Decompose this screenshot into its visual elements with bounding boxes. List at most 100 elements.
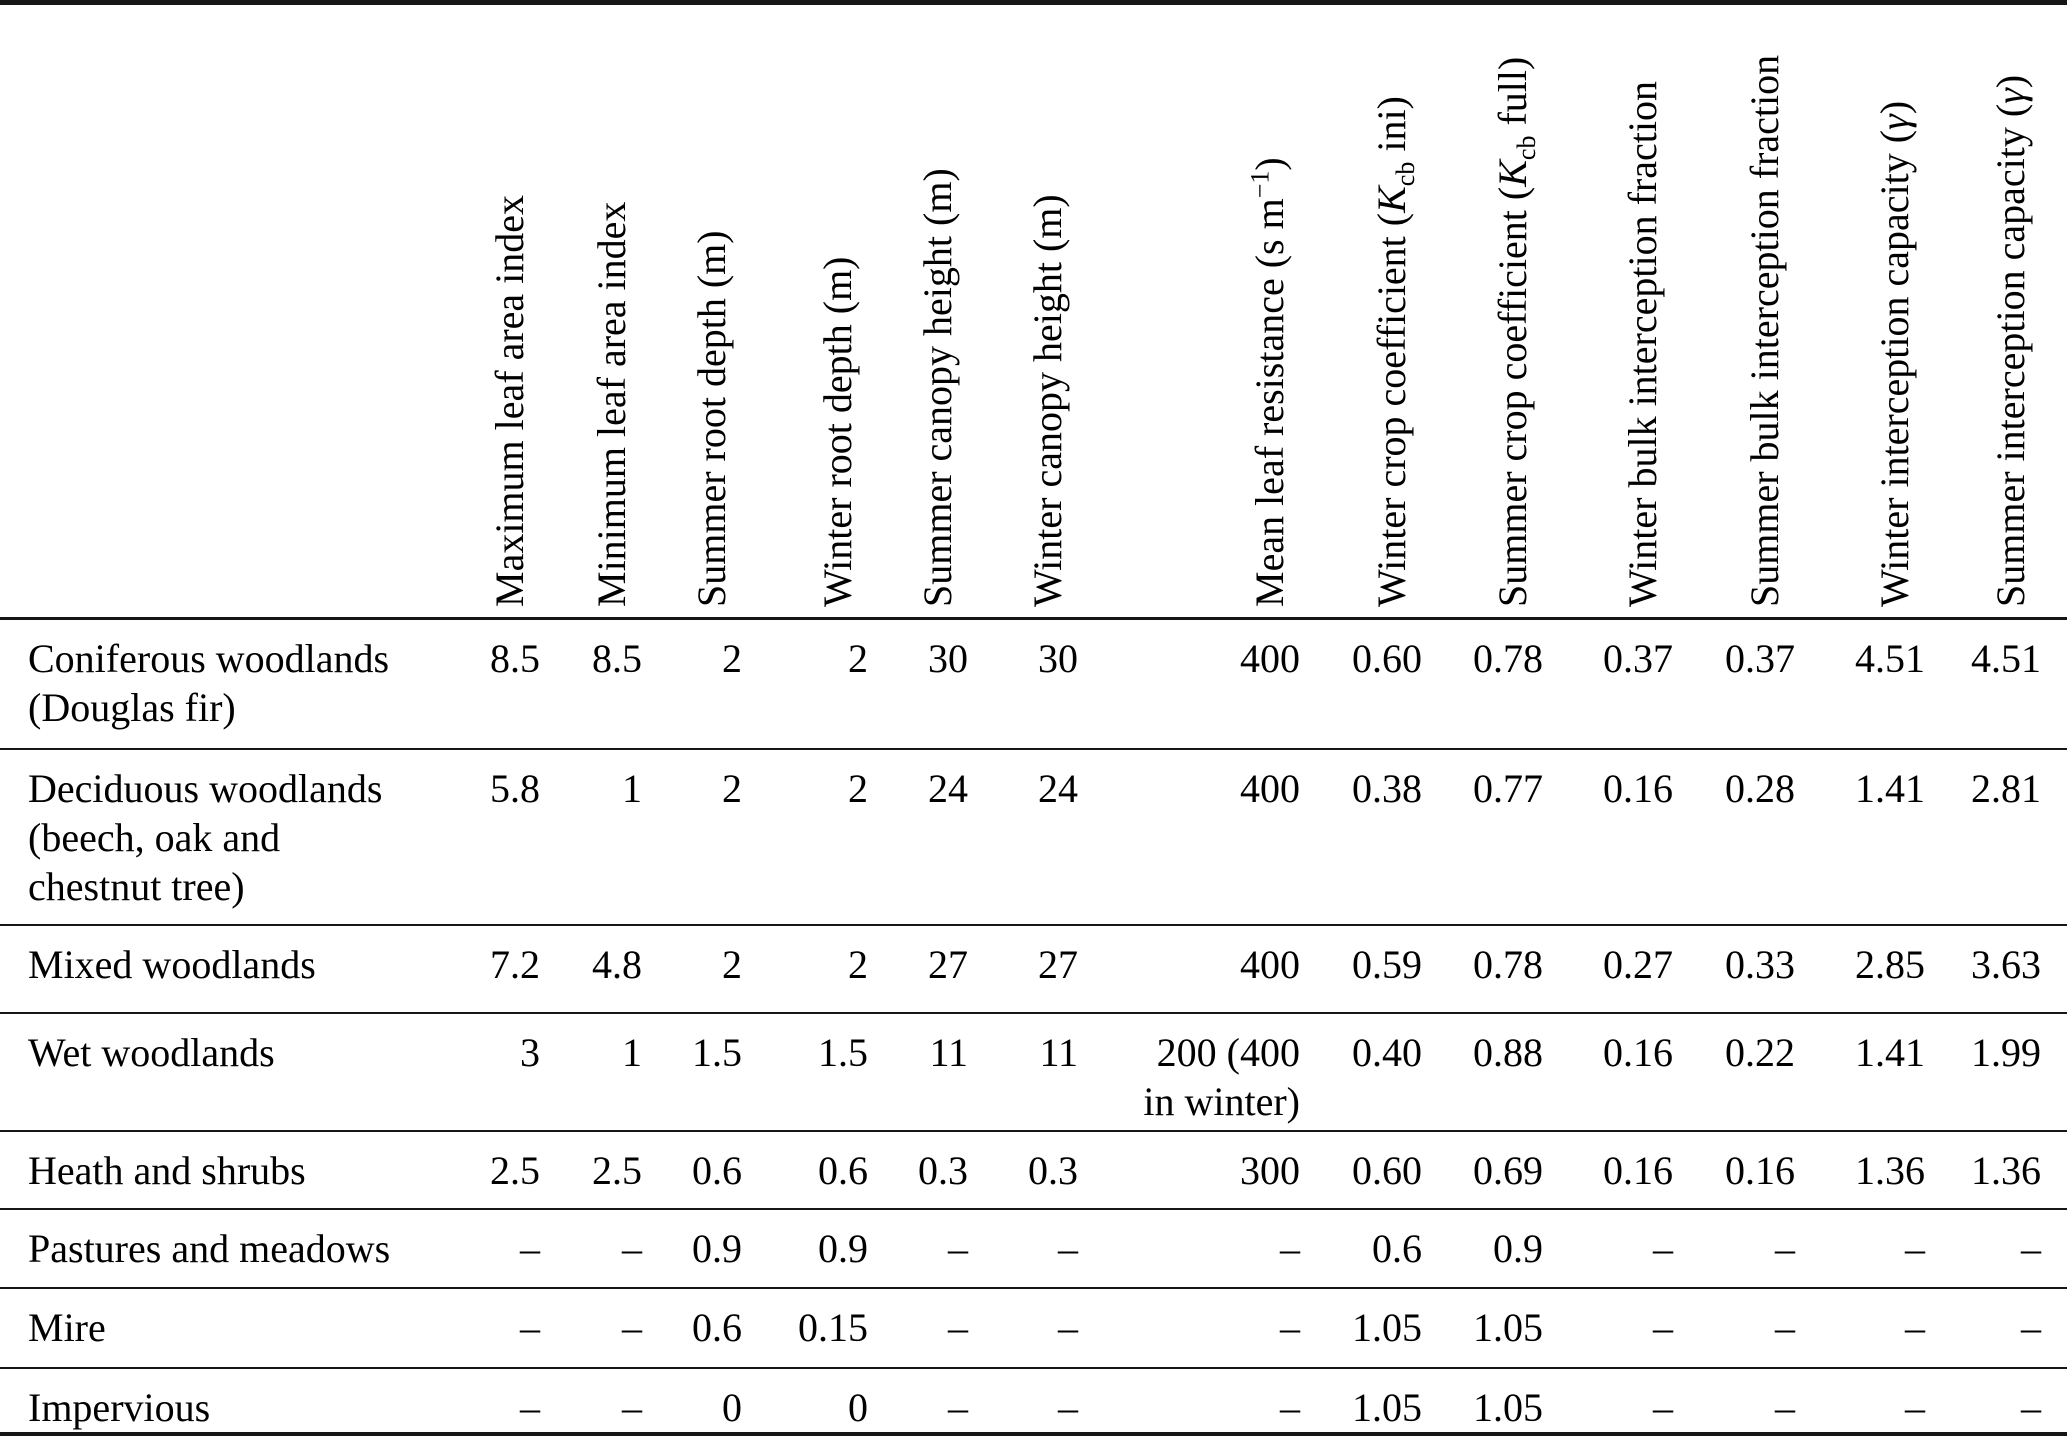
value-cell: 1 [622,1029,642,1075]
value-cell: 1.05 [1473,1384,1543,1430]
table-row: Mixed woodlands 7.2 4.8 2 2 27 27 400 0.59 0.78 0.… [0,925,2067,1013]
value-cell: 4.8 [592,941,642,987]
value-cell: 0.77 [1473,765,1543,811]
value-cell: 0.59 [1352,941,1422,987]
value-cell: 200 (400 in winter) [1143,1029,1300,1124]
value-cell: 0.38 [1352,765,1422,811]
value-cell: 0.3 [918,1147,968,1193]
row-label: Coniferous woodlands (Douglas fir) [28,636,390,730]
column-header-4: Winter root depth (m) [742,3,868,619]
value-cell: 30 [928,636,968,681]
row-label: Impervious [28,1384,211,1430]
value-cell: 0.37 [1603,636,1673,681]
value-cell: – [622,1384,642,1430]
value-cell: 300 [1240,1147,1300,1193]
column-header-label: Summer crop coefficient (Kcb full) [1490,56,1541,607]
value-cell: 1.36 [1855,1147,1925,1193]
column-header-label: Winter interception capacity (γ) [1872,100,1917,607]
value-cell: 0 [848,1384,868,1430]
value-cell: 0.37 [1725,636,1795,681]
value-cell: 0.78 [1473,941,1543,987]
value-cell: 27 [928,941,968,987]
table-row: Wet woodlands 3 1 1.5 1.5 11 11 200 (400 in win… [0,1013,2067,1131]
column-header-6: Winter canopy height (m) [968,3,1078,619]
value-cell: – [2021,1304,2041,1350]
value-cell: 1 [622,765,642,811]
value-cell: 0.78 [1473,636,1543,681]
row-label: Mire [28,1304,106,1350]
table-row: Mire – – 0.6 0.15 – – – 1.05 1.05 – – – – [0,1288,2067,1368]
value-cell: – [1905,1384,1925,1430]
value-cell: 0.40 [1352,1029,1422,1075]
value-cell: 4.51 [1855,636,1925,681]
value-cell: – [1653,1304,1673,1350]
header-row: Maximum leaf area index Minimum leaf area… [0,3,2067,619]
value-cell: – [1280,1304,1300,1350]
column-header-5: Summer canopy height (m) [868,3,968,619]
value-cell: 2.85 [1855,941,1925,987]
column-header-label: Summer root depth (m) [689,230,734,607]
column-header-11: Summer bulk interception fraction [1673,3,1795,619]
value-cell: 0.6 [818,1147,868,1193]
column-header-12: Winter interception capacity (γ) [1795,3,1925,619]
table-row: Impervious – – 0 0 – – – 1.05 1.05 – – – – [0,1368,2067,1434]
value-cell: 0.9 [692,1225,742,1271]
value-cell: – [520,1225,540,1271]
value-cell: – [948,1304,968,1350]
column-header-7: Mean leaf resistance (s m−1) [1078,3,1300,619]
value-cell: 1.05 [1352,1384,1422,1430]
value-cell: 0.15 [798,1304,868,1350]
value-cell: 1.5 [692,1029,742,1075]
row-label: Mixed woodlands [28,941,316,987]
value-cell: – [948,1384,968,1430]
column-header-2: Minimum leaf area index [540,3,642,619]
value-cell: 0.6 [692,1304,742,1350]
value-cell: 0.16 [1603,1147,1673,1193]
value-cell: – [1058,1304,1078,1350]
value-cell: 11 [1039,1029,1078,1075]
value-cell: 0.22 [1725,1029,1795,1075]
row-label: Pastures and meadows [28,1225,391,1271]
value-cell: 0.27 [1603,941,1673,987]
value-cell: 2 [722,941,742,987]
column-header-label: Minimum leaf area index [589,201,634,607]
column-header-9: Summer crop coefficient (Kcb full) [1422,3,1543,619]
value-cell: – [2021,1384,2041,1430]
value-cell: – [1058,1384,1078,1430]
value-cell: 2.81 [1971,765,2041,811]
column-header-label: Summer interception capacity (γ) [1988,74,2033,607]
value-cell: 1.05 [1352,1304,1422,1350]
column-header-label: Winter canopy height (m) [1025,194,1070,607]
value-cell: – [1653,1384,1673,1430]
row-label: Wet woodlands [28,1029,275,1075]
table-row: Coniferous woodlands (Douglas fir) 8.5 8.5… [0,619,2067,749]
value-cell: 8.5 [490,636,540,681]
column-header-label: Winter bulk interception fraction [1620,81,1665,607]
value-cell: 11 [929,1029,968,1075]
value-cell: 0.9 [818,1225,868,1271]
value-cell: 3.63 [1971,941,2041,987]
column-header-1: Maximum leaf area index [460,3,540,619]
value-cell: 7.2 [490,941,540,987]
value-cell: – [622,1304,642,1350]
value-cell: 2 [722,765,742,811]
value-cell: – [520,1304,540,1350]
table-row: Pastures and meadows – – 0.9 0.9 – – – 0.6 0.9 – – –… [0,1209,2067,1288]
table-row: Deciduous woodlands (beech, oak and ches… [0,749,2067,925]
value-cell: – [1280,1225,1300,1271]
value-cell: 2 [848,765,868,811]
value-cell: 8.5 [592,636,642,681]
value-cell: 400 [1240,941,1300,987]
column-header-label: Maximum leaf area index [487,194,532,607]
row-label: Heath and shrubs [28,1147,306,1193]
value-cell: – [1775,1384,1795,1430]
value-cell: 1.36 [1971,1147,2041,1193]
value-cell: 2.5 [490,1147,540,1193]
value-cell: 2 [848,636,868,681]
column-header-label: Winter root depth (m) [815,256,860,607]
table-body: Coniferous woodlands (Douglas fir) 8.5 8.5… [0,619,2067,1434]
column-header-label: Mean leaf resistance (s m−1) [1245,157,1292,607]
value-cell: 0.60 [1352,636,1422,681]
value-cell: 1.99 [1971,1029,2041,1075]
